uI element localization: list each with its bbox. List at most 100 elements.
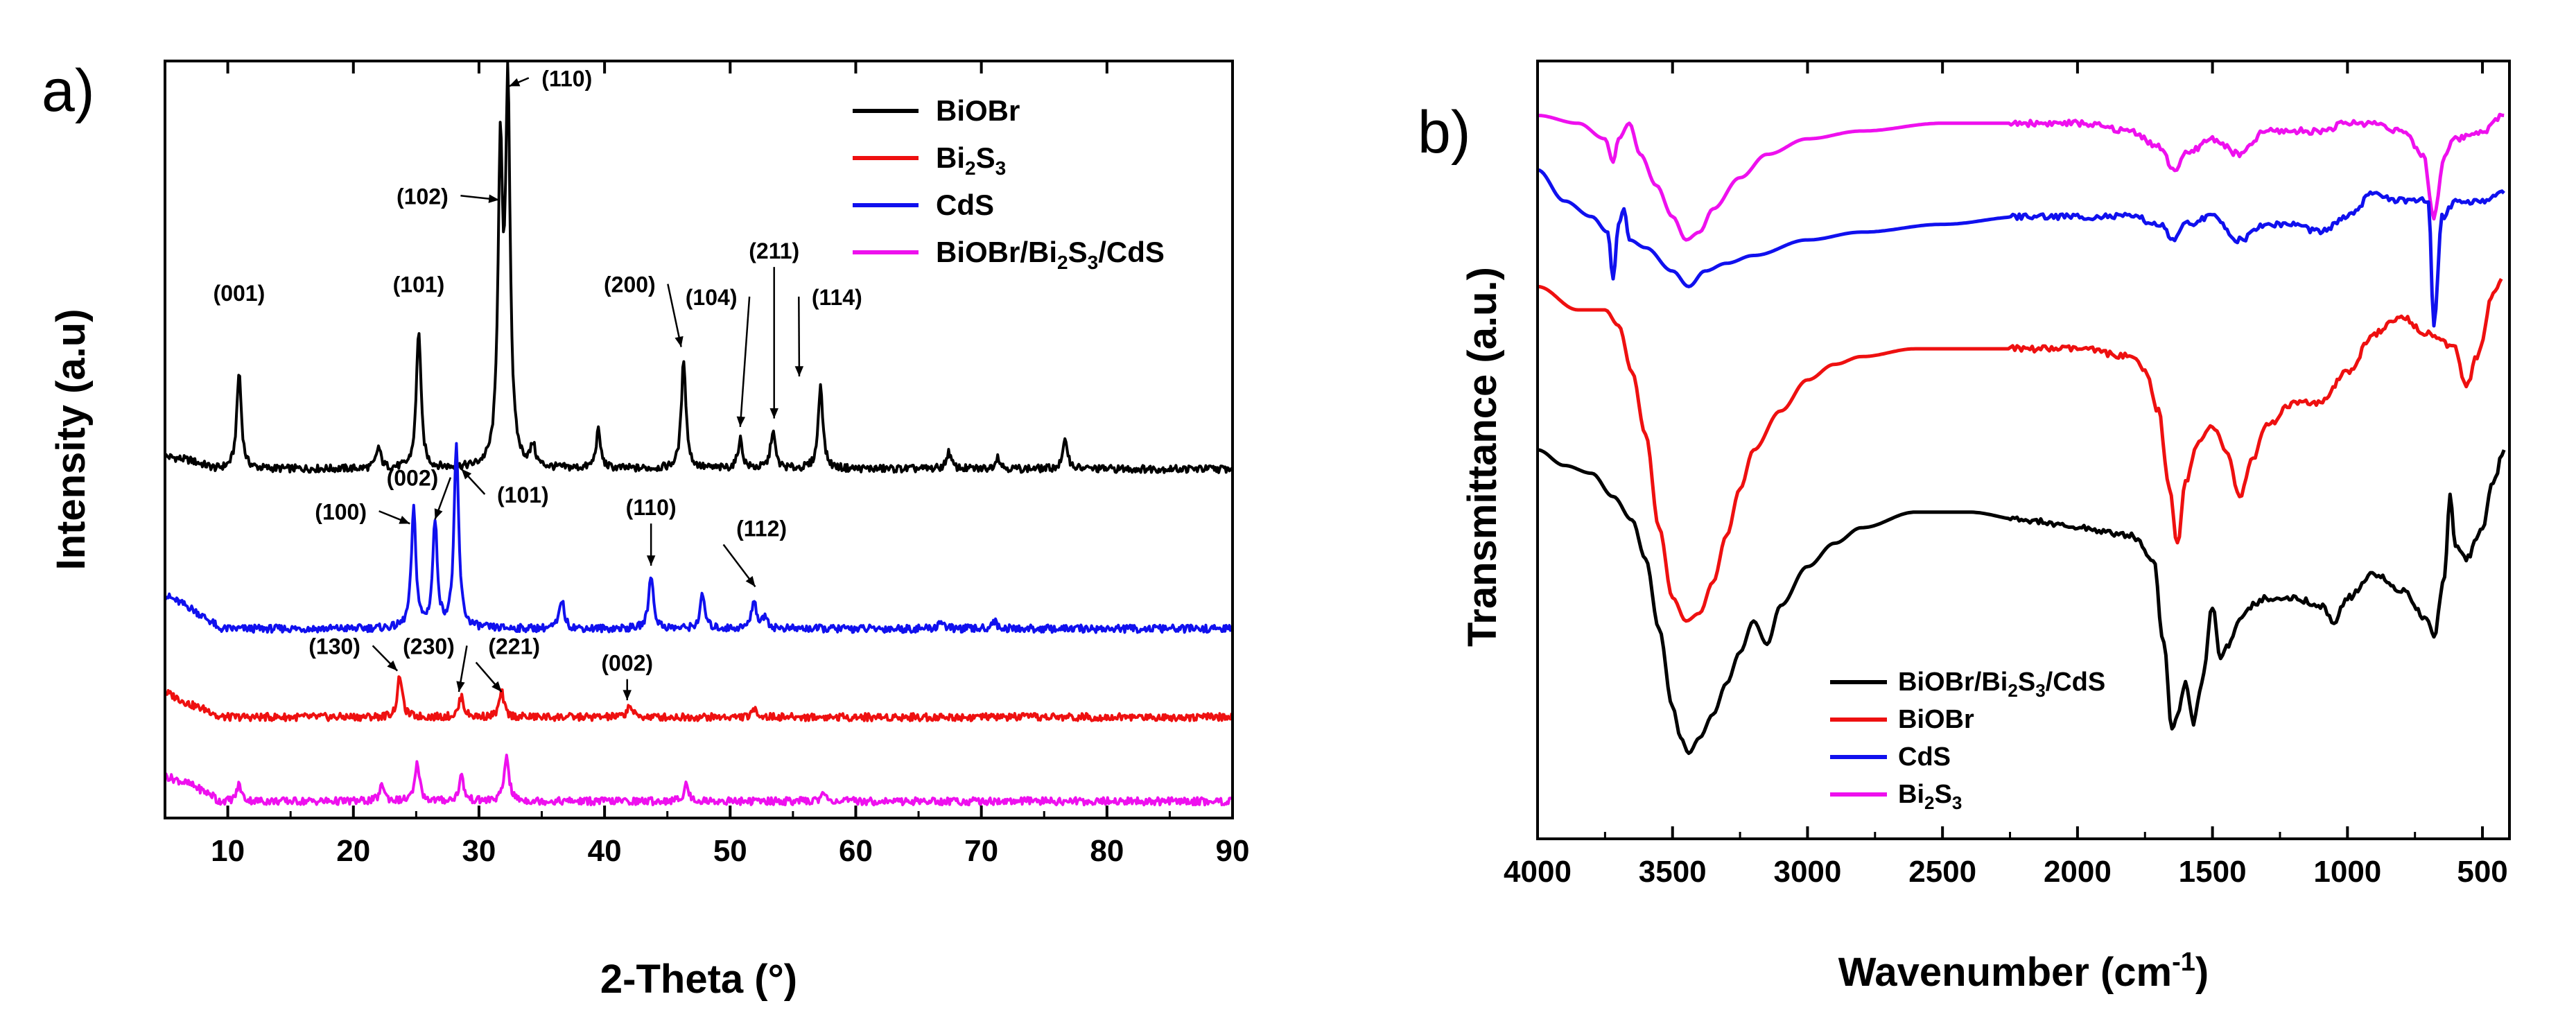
xrd-peak-arrowhead — [675, 336, 684, 347]
xrd-peak-label: (002) — [601, 651, 653, 676]
ftir-legend-part: S — [1934, 780, 1951, 809]
xrd-xtick-label: 10 — [211, 834, 245, 868]
xrd-peak-arrow — [739, 296, 751, 427]
ftir-legend-part: Bi — [1898, 780, 1924, 809]
xrd-peak-arrowhead — [456, 681, 465, 692]
ftir-ylabel: Transmittance (a.u.) — [1460, 267, 1505, 647]
xrd-xtick-label: 40 — [588, 834, 622, 868]
xrd-peak-arrowhead — [461, 469, 472, 480]
ftir-legend-part: 2 — [1924, 792, 1934, 813]
ftir-xtick-label: 1000 — [2313, 855, 2381, 889]
xrd-legend-part: 3 — [995, 157, 1007, 179]
xrd-legend-part: 2 — [1057, 252, 1068, 273]
ftir-xtick-label: 2000 — [2044, 855, 2112, 889]
xrd-peak-label: (110) — [541, 66, 592, 91]
xrd-legend-part: Bi — [936, 141, 965, 174]
xrd-peak-label: (001) — [214, 281, 266, 306]
ftir-legend-label: CdS — [1898, 742, 1951, 772]
ftir-xtick-label: 3500 — [1639, 855, 1707, 889]
xrd-plot-frame — [164, 60, 1234, 819]
xrd-ylabel: Intensity (a.u) — [49, 308, 94, 570]
ftir-legend-part: BiOBr/Bi — [1898, 668, 2008, 697]
ftir-plot-frame — [1536, 60, 2511, 840]
xrd-peak-label: (104) — [686, 285, 738, 310]
ftir-legend-part: /CdS — [2046, 668, 2106, 697]
ftir-legend-label: BiOBr — [1898, 705, 1974, 734]
ftir-xtick-label: 500 — [2457, 855, 2507, 889]
xrd-legend-part: 2 — [965, 157, 976, 179]
panel-label-a: a) — [42, 58, 94, 124]
xrd-peak-arrowhead — [491, 681, 502, 692]
ftir-legend-part: 3 — [1952, 792, 1962, 813]
xrd-xtick-label: 60 — [839, 834, 873, 868]
ftir-legend-part: CdS — [1898, 742, 1951, 772]
xrd-legend-part: BiOBr/Bi — [936, 236, 1057, 268]
xrd-peak-arrowhead — [769, 408, 778, 419]
xrd-peak-label: (102) — [397, 184, 449, 209]
xrd-peak-arrow — [667, 284, 682, 347]
ftir-xtick-label: 4000 — [1504, 855, 1572, 889]
xrd-peak-label: (100) — [315, 499, 367, 524]
ftir-xlabel-main: Wavenumber (cm — [1838, 950, 2172, 995]
xrd-peak-arrowhead — [745, 575, 756, 587]
xrd-peak-arrowhead — [488, 194, 499, 203]
xrd-legend-part: 3 — [1088, 252, 1099, 273]
xrd-xtick-label: 20 — [336, 834, 370, 868]
xrd-peak-arrowhead — [646, 555, 656, 566]
ftir-legend-part: BiOBr — [1898, 705, 1974, 734]
xrd-peak-arrowhead — [509, 78, 521, 87]
xrd-peak-arrowhead — [399, 516, 410, 524]
xrd-peak-label: (211) — [749, 238, 799, 263]
xrd-peak-label: (114) — [812, 285, 862, 310]
xrd-chart: a) 10 20 30 40 50 60 70 80 90 2-Theta (°) Intensity… — [42, 58, 1249, 1002]
ftir-xtick-label: 3000 — [1773, 855, 1841, 889]
xrd-peak-arrowhead — [434, 508, 443, 520]
xrd-peak-arrowhead — [387, 660, 398, 671]
ftir-series-2 — [1537, 278, 2503, 623]
xrd-legend-label: Bi2S3 — [936, 141, 1006, 179]
xrd-xlabel: 2-Theta (°) — [600, 957, 797, 1002]
xrd-peak-label: (002) — [387, 466, 439, 491]
xrd-legend-label: BiOBr/Bi2S3/CdS — [936, 236, 1165, 273]
xrd-legend-label: BiOBr — [936, 94, 1020, 127]
ftir-series-0 — [1537, 112, 2505, 242]
ftir-xtick-label: 2500 — [1908, 855, 1976, 889]
xrd-legend-part: S — [976, 141, 995, 174]
ftir-legend-part: S — [2018, 668, 2035, 697]
xrd-peak-label: (230) — [403, 634, 455, 659]
xrd-peak-label: (101) — [497, 482, 549, 507]
ftir-chart: b) 4000 3500 3000 2500 2000 1500 1000 500 Wavenum… — [1418, 60, 2511, 995]
xrd-xtick-label: 70 — [964, 834, 998, 868]
xrd-peak-label: (112) — [736, 516, 787, 541]
xrd-legend-part: S — [1068, 236, 1088, 268]
xrd-xtick-label: 30 — [462, 834, 496, 868]
ftir-legend-part: 2 — [2008, 680, 2017, 701]
ftir-series-1 — [1537, 168, 2505, 328]
xrd-peak-arrowhead — [623, 690, 632, 701]
xrd-legend-part: /CdS — [1098, 236, 1165, 268]
xrd-peak-label: (110) — [626, 495, 677, 520]
xrd-legend-part: CdS — [936, 189, 994, 221]
xrd-xtick-label: 50 — [713, 834, 747, 868]
ftir-legend-label: Bi2S3 — [1898, 780, 1962, 813]
xrd-series-3 — [164, 754, 1234, 807]
ftir-xlabel-sup: -1 — [2172, 948, 2195, 977]
xrd-peak-arrowhead — [794, 366, 804, 376]
xrd-peak-label: (221) — [488, 634, 540, 659]
xrd-series-2 — [164, 675, 1234, 722]
ftir-xtick-label: 1500 — [2179, 855, 2247, 889]
xrd-peak-label: (101) — [393, 272, 445, 297]
ftir-legend-part: 3 — [2035, 680, 2045, 701]
panel-label-b: b) — [1418, 99, 1470, 166]
ftir-series-3 — [1537, 448, 2506, 756]
xrd-peak-label: (130) — [308, 634, 360, 659]
xrd-peak-label: (200) — [604, 272, 656, 297]
xrd-series-1 — [164, 442, 1234, 634]
ftir-xlabel: Wavenumber (cm-1) — [1838, 948, 2209, 995]
xrd-legend-label: CdS — [936, 189, 994, 221]
xrd-xtick-label: 80 — [1090, 834, 1124, 868]
ftir-legend-label: BiOBr/Bi2S3/CdS — [1898, 668, 2105, 701]
xrd-legend-part: BiOBr — [936, 94, 1020, 127]
